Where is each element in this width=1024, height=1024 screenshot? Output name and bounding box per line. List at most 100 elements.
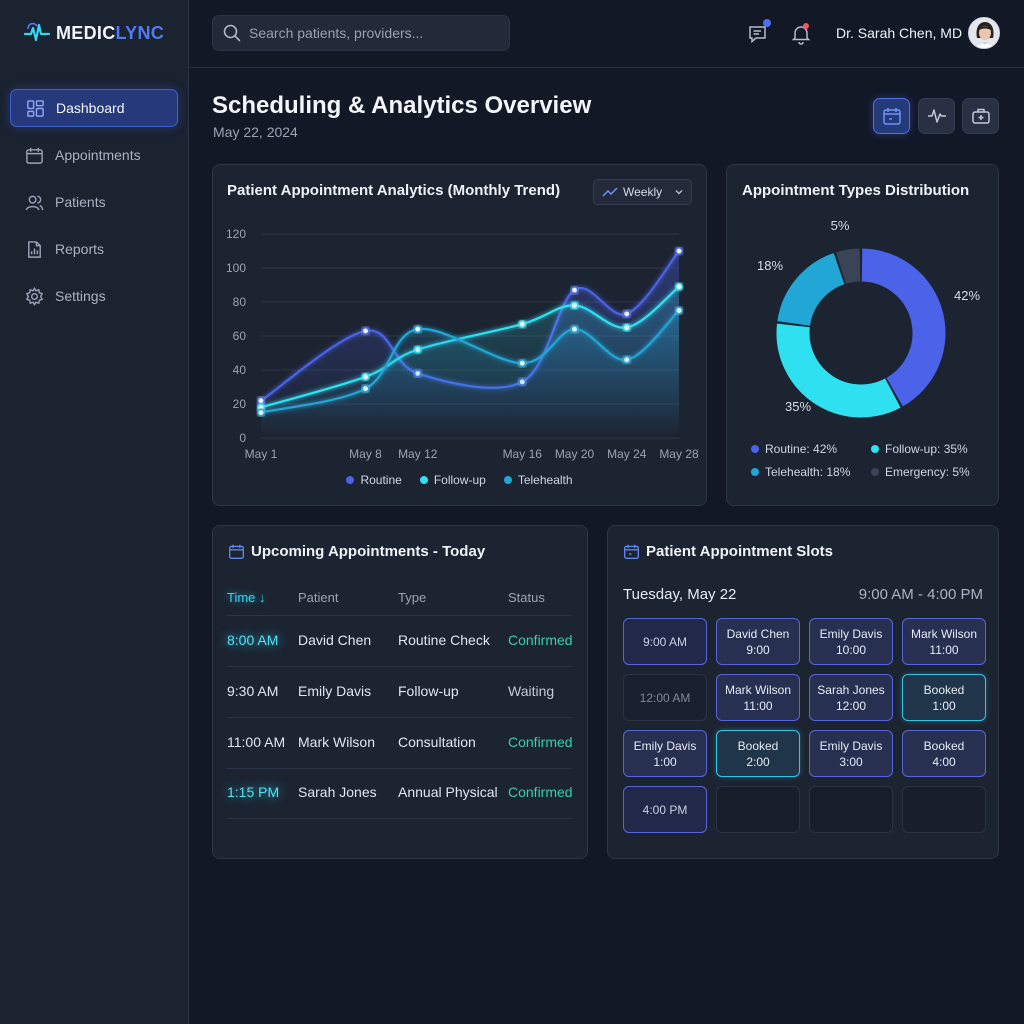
sidebar-item-dashboard[interactable]: Dashboard — [10, 89, 178, 127]
trend-icon — [602, 187, 618, 197]
row-status: Confirmed — [508, 784, 573, 800]
sidebar-item-label: Appointments — [55, 147, 141, 163]
row-status: Confirmed — [508, 734, 573, 750]
user-avatar-icon — [969, 18, 999, 48]
x-tick-label: May 24 — [607, 447, 647, 461]
row-status: Waiting — [508, 683, 555, 699]
appointment-slot[interactable]: Emily Davis 1:00 — [623, 730, 707, 777]
search-bar[interactable] — [212, 15, 510, 51]
data-point — [257, 396, 265, 405]
medical-kit-icon — [971, 108, 990, 124]
data-point — [361, 326, 370, 335]
time-slot[interactable]: 4:00 PM — [623, 786, 707, 833]
search-icon — [223, 24, 241, 42]
legend-item-routine[interactable]: Routine: 42% — [751, 442, 837, 456]
slot-line: Sarah Jones — [817, 682, 885, 697]
slot-line: Booked — [923, 682, 965, 697]
appointment-slot[interactable]: Emily Davis 10:00 — [809, 618, 893, 665]
range-dropdown[interactable]: Weekly — [593, 179, 692, 205]
notifications-button[interactable] — [789, 22, 813, 46]
row-time: 9:30 AM — [227, 683, 279, 699]
sidebar-item-appointments[interactable]: Appointments — [10, 136, 178, 174]
data-point — [675, 306, 683, 315]
slot-time: 12:00 — [835, 698, 867, 713]
legend-item-telehealth[interactable]: Telehealth — [503, 473, 573, 487]
data-point — [570, 286, 579, 295]
data-point — [361, 372, 370, 381]
table-row[interactable]: 1:15 PM Sarah Jones Annual Physical Conf… — [227, 768, 573, 819]
slot-time: 2:00 — [746, 754, 770, 769]
row-patient: Mark Wilson — [298, 734, 376, 750]
donut-slice-emergency — [836, 248, 861, 284]
slice-label: 42% — [954, 288, 980, 303]
slot-time: 3:00 — [839, 754, 863, 769]
legend-item-emergency[interactable]: Emergency: 5% — [871, 465, 970, 479]
column-header-status[interactable]: Status — [508, 590, 545, 605]
sidebar-item-label: Reports — [55, 241, 105, 257]
column-header-time[interactable]: Time ↓ — [227, 590, 266, 605]
dashboard-icon — [27, 99, 44, 117]
legend-item-telehealth[interactable]: Telehealth: 18% — [751, 465, 850, 479]
medical-kit-button[interactable] — [962, 98, 999, 134]
legend-item-routine[interactable]: Routine — [346, 473, 402, 487]
data-point — [413, 325, 422, 334]
data-point — [518, 320, 527, 329]
slot-time: 4:00 — [932, 754, 956, 769]
empty-slot[interactable] — [902, 786, 986, 833]
slot-line: 9:00 AM — [642, 634, 688, 649]
analytics-view-button[interactable] — [918, 98, 955, 134]
appointment-slot[interactable]: Mark Wilson 11:00 — [716, 674, 800, 721]
data-point — [622, 323, 631, 332]
calendar-view-button[interactable] — [873, 98, 910, 134]
slots-hours: 9:00 AM - 4:00 PM — [858, 586, 983, 603]
row-status: Confirmed — [508, 632, 573, 648]
heartbeat-icon — [24, 22, 50, 42]
empty-slot[interactable] — [809, 786, 893, 833]
appointment-slot[interactable]: Booked 2:00 — [716, 730, 800, 777]
appointment-slot[interactable]: Mark Wilson 11:00 — [902, 618, 986, 665]
table-row[interactable]: 9:30 AM Emily Davis Follow-up Waiting — [227, 667, 572, 718]
users-icon — [25, 195, 44, 210]
sidebar-item-patients[interactable]: Patients — [10, 183, 178, 221]
slot-line: Booked — [737, 738, 779, 753]
appointment-slot[interactable]: Booked 4:00 — [902, 730, 986, 777]
donut-slice-routine — [861, 248, 946, 407]
messages-button[interactable] — [747, 19, 771, 46]
slot-line: Emily Davis — [633, 738, 697, 753]
legend-item-followup[interactable]: Follow-up: 35% — [871, 442, 968, 456]
empty-slot[interactable] — [716, 786, 800, 833]
search-input[interactable] — [249, 25, 489, 41]
row-type: Follow-up — [398, 683, 459, 699]
appointment-slot[interactable]: Emily Davis 3:00 — [809, 730, 893, 777]
avatar[interactable] — [968, 17, 1000, 49]
table-divider — [227, 615, 572, 616]
table-row[interactable]: 11:00 AM Mark Wilson Consultation Confir… — [227, 718, 573, 769]
slot-line: 12:00 AM — [639, 690, 691, 705]
time-slot[interactable]: 9:00 AM — [623, 618, 707, 665]
appointment-slot[interactable]: David Chen 9:00 — [716, 618, 800, 665]
brand-logo[interactable]: MEDICLYNC — [24, 22, 164, 44]
upcoming-title: Upcoming Appointments - Today — [251, 543, 486, 560]
sidebar-item-label: Dashboard — [56, 100, 125, 116]
x-tick-label: May 1 — [245, 447, 278, 461]
column-header-type[interactable]: Type — [398, 590, 427, 605]
appointment-slot[interactable]: Sarah Jones 12:00 — [809, 674, 893, 721]
page-title: Scheduling & Analytics Overview — [212, 92, 592, 119]
column-header-patient[interactable]: Patient — [298, 590, 339, 605]
slice-label: 18% — [757, 258, 783, 273]
y-tick-label: 80 — [233, 295, 247, 309]
chevron-down-icon — [675, 190, 683, 195]
trend-chart-title: Patient Appointment Analytics (Monthly T… — [227, 182, 561, 199]
legend-item-followup[interactable]: Follow-up — [419, 473, 486, 487]
sidebar-item-reports[interactable]: Reports — [10, 230, 178, 268]
sidebar-item-settings[interactable]: Settings — [10, 277, 178, 315]
calendar-icon — [882, 108, 901, 125]
appointment-slot[interactable]: Booked 1:00 — [902, 674, 986, 721]
time-slot[interactable]: 12:00 AM — [623, 674, 707, 721]
user-name[interactable]: Dr. Sarah Chen, MD — [836, 25, 963, 41]
slot-time: 11:00 — [929, 642, 959, 657]
slot-time: 1:00 — [653, 754, 677, 769]
table-row[interactable]: 8:00 AM David Chen Routine Check Confirm… — [227, 616, 573, 667]
slot-time: 10:00 — [835, 642, 867, 657]
page-date: May 22, 2024 — [213, 124, 298, 140]
